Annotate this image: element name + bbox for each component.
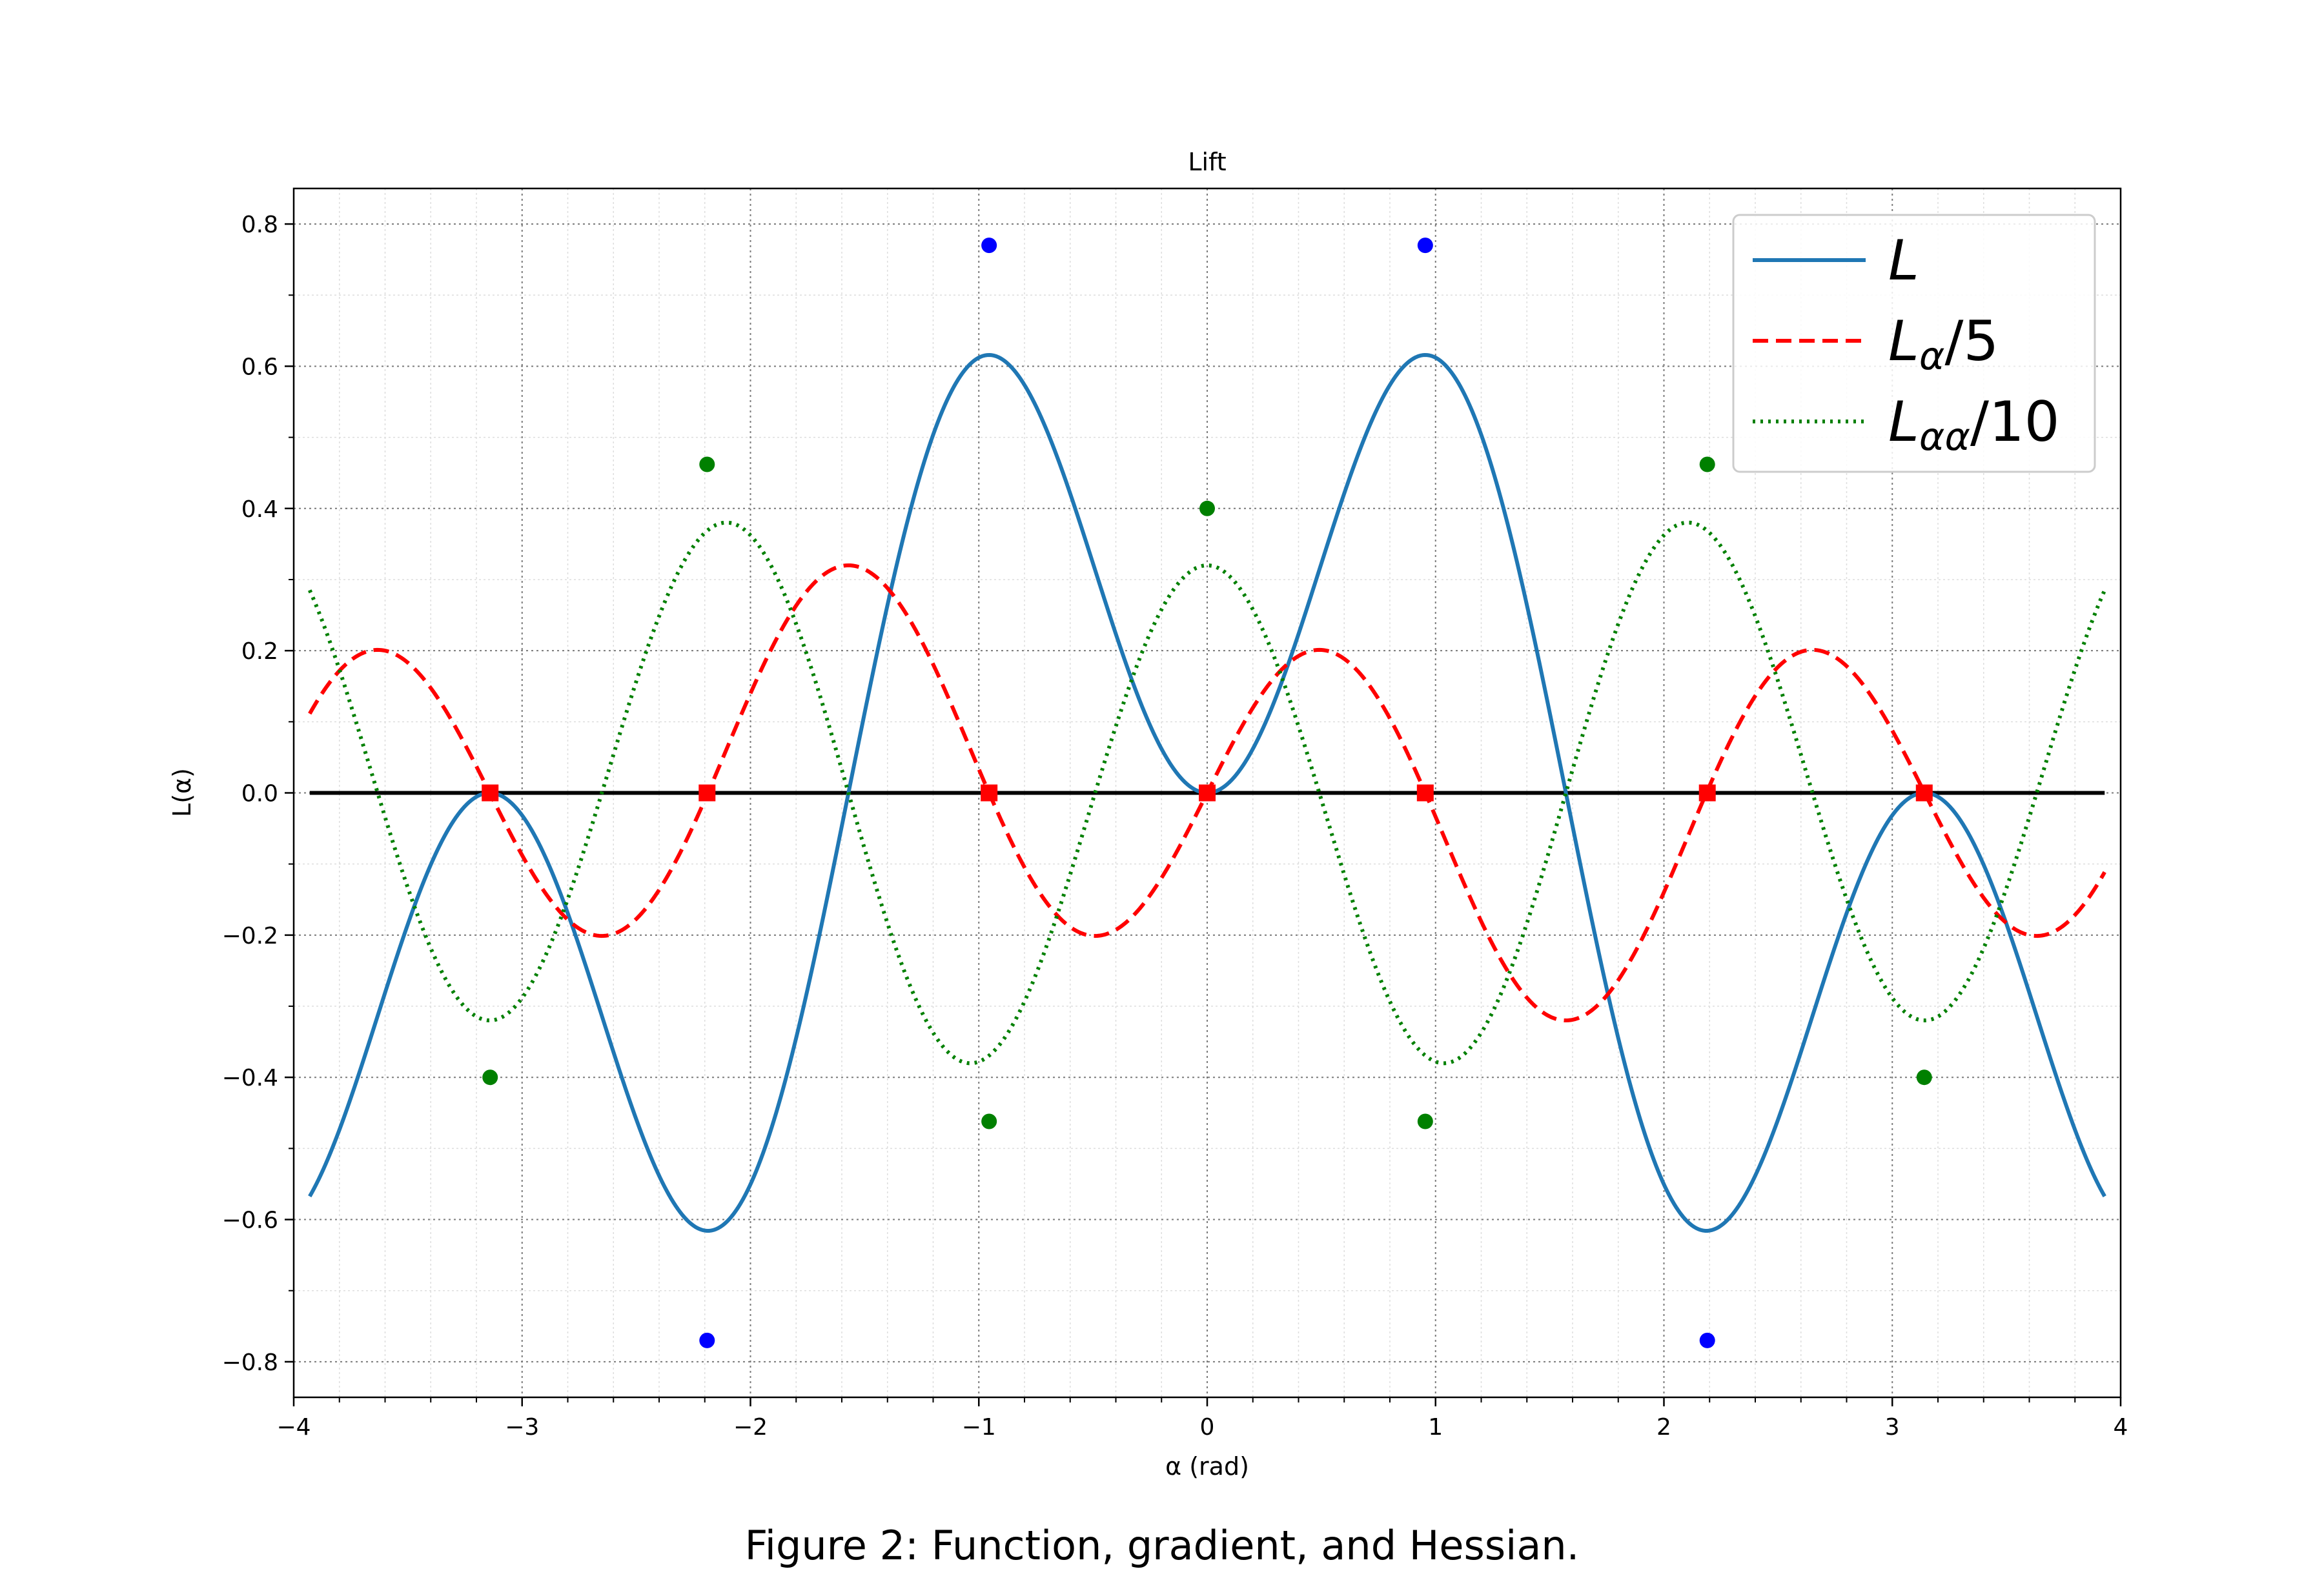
x-tick-label: −3 <box>505 1414 539 1441</box>
y-tick-label: −0.6 <box>222 1208 278 1234</box>
extremum-marker <box>699 1332 715 1348</box>
y-tick-label: −0.8 <box>222 1350 278 1376</box>
y-tick-label: 0.0 <box>241 781 278 807</box>
gradient-zero-marker <box>1416 784 1434 802</box>
gradient-zero-marker <box>1698 784 1716 802</box>
legend: L Lα/5 Lαα/10 <box>1732 214 2096 473</box>
gradient-zero-marker <box>482 784 499 802</box>
x-tick-label: 3 <box>1885 1414 1900 1441</box>
gradient-zero-marker <box>1915 784 1933 802</box>
y-axis-label: L(α) <box>168 768 196 817</box>
x-axis-label: α (rad) <box>1165 1452 1249 1481</box>
hessian-marker <box>1199 500 1215 516</box>
x-tick-label: −4 <box>276 1414 311 1441</box>
y-tick-label: 0.8 <box>241 212 278 238</box>
x-tick-label: 4 <box>2114 1414 2128 1441</box>
x-tick-label: −1 <box>962 1414 996 1441</box>
axis-ticks <box>285 223 2122 1406</box>
y-tick-label: 0.2 <box>241 638 278 665</box>
hessian-marker <box>1916 1069 1932 1086</box>
y-tick-label: −0.4 <box>222 1065 278 1091</box>
x-tick-label: 0 <box>1200 1414 1215 1441</box>
hessian-marker <box>482 1069 498 1086</box>
figure-caption: Figure 2: Function, gradient, and Hessia… <box>744 1522 1580 1569</box>
y-tick-label: 0.6 <box>241 354 278 380</box>
gradient-zero-marker <box>698 784 716 802</box>
legend-item-L-label: L <box>1888 228 1919 293</box>
x-tick-label: 2 <box>1656 1414 1671 1441</box>
hessian-marker <box>1699 456 1715 472</box>
hessian-marker <box>699 456 715 472</box>
extremum-marker <box>1417 238 1433 254</box>
legend-item-L-alpha-label: Lα/5 <box>1888 309 1999 379</box>
gradient-zero-marker <box>981 784 998 802</box>
gradient-zero-marker <box>1199 784 1216 802</box>
extremum-marker <box>981 238 997 254</box>
x-tick-label: 1 <box>1428 1414 1443 1441</box>
legend-box <box>1732 214 2096 473</box>
hessian-marker <box>981 1113 997 1129</box>
legend-item-L-alpha-alpha-label: Lαα/10 <box>1888 390 2059 460</box>
chart-title: Lift <box>1188 148 1226 176</box>
tick-labels: −4 −3 −2 −1 0 1 2 3 4 −0.8 −0.6 −0.4 −0.2 0.0 0.2 0.4 0.… <box>222 212 2128 1441</box>
y-tick-label: −0.2 <box>222 923 278 949</box>
marker-layer <box>482 238 1933 1348</box>
extremum-marker <box>1699 1332 1715 1348</box>
hessian-marker <box>1417 1113 1433 1129</box>
y-tick-label: 0.4 <box>241 496 278 523</box>
x-tick-label: −2 <box>733 1414 768 1441</box>
series-L-alpha-alpha-line <box>308 520 2106 1066</box>
